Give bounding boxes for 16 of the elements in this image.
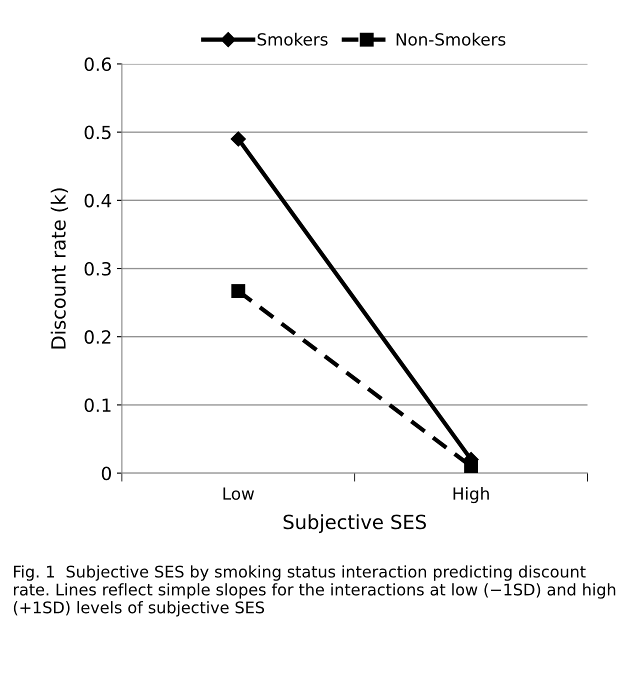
- y-tick-label: 0: [102, 466, 111, 480]
- y-tick-label: 0.3: [84, 262, 111, 276]
- y-tick-label: 0.2: [84, 330, 110, 344]
- y-tick-label: 0.5: [84, 126, 111, 140]
- y-axis-title: Discount rate (k): [50, 188, 68, 348]
- x-tick-label: Low: [224, 488, 254, 500]
- legend-label: Non-Smokers: [396, 32, 506, 46]
- x-tick-label: High: [454, 487, 489, 504]
- legend-label: Smokers: [258, 32, 328, 46]
- y-tick-label: 0.4: [84, 194, 112, 208]
- point: [230, 131, 246, 147]
- y-tick-label: 0.1: [84, 398, 110, 412]
- caption: Fig. 1 Subjective SES by smoking status interaction predicting discount rate. Lines reflect simple slopes for the interactions at low (−1SD) and high (+1SD) levels of subjective SES: [14, 565, 616, 617]
- y-tick-label: 0.6: [84, 57, 112, 72]
- x-axis-title: Subjective SES: [284, 514, 426, 534]
- point: [231, 284, 246, 298]
